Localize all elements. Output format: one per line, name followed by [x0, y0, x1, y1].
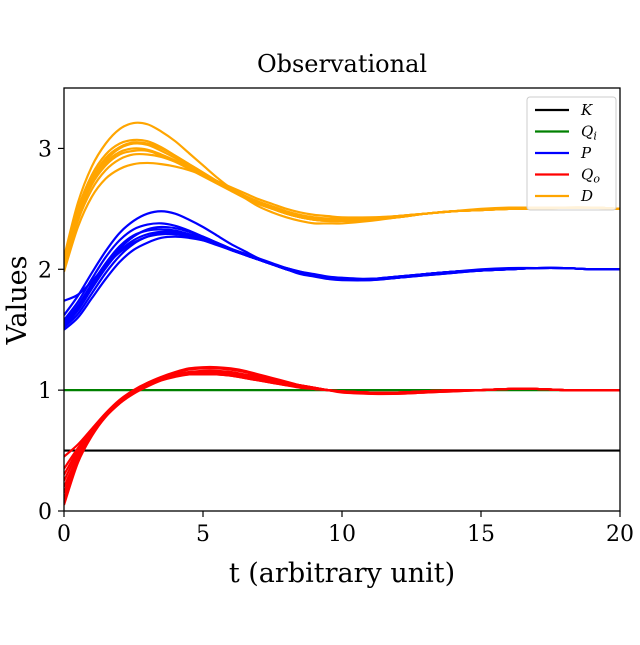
legend-box: [526, 96, 617, 211]
series-line-p-4: [64, 235, 620, 331]
legend-subscript-q-i: i: [593, 130, 597, 143]
x-tick-label: 5: [196, 522, 210, 547]
x-tick-label: 20: [606, 522, 634, 547]
legend-label-q-i: Qi: [581, 123, 597, 143]
x-tick-label: 10: [328, 522, 356, 547]
x-tick-label: 15: [467, 522, 495, 547]
series-line-d-3: [64, 121, 620, 258]
series-line-p-5: [64, 210, 620, 316]
y-tick-label: 3: [38, 137, 52, 162]
y-tick-label: 1: [38, 379, 52, 404]
legend-subscript-q-o: o: [593, 173, 600, 186]
legend-label-k: K: [580, 101, 593, 119]
legend-label-d: D: [580, 187, 593, 205]
series-line-q-o-8: [64, 370, 620, 494]
series-line-d-8: [64, 141, 620, 263]
chart-title: Observational: [257, 50, 427, 78]
plot-lines-group: [64, 121, 620, 506]
legend-label-p: P: [580, 144, 592, 162]
y-tick-label: 0: [38, 500, 52, 525]
series-line-p-2: [64, 225, 620, 325]
y-tick-label: 2: [38, 258, 52, 283]
axes-group: 0 5 10 15 20 0 1 2 3: [38, 87, 634, 547]
y-axis-label: Values: [2, 256, 33, 346]
x-tick-label: 0: [57, 522, 71, 547]
x-axis-label: t (arbitrary unit): [229, 558, 455, 589]
series-line-p-8: [64, 228, 620, 324]
